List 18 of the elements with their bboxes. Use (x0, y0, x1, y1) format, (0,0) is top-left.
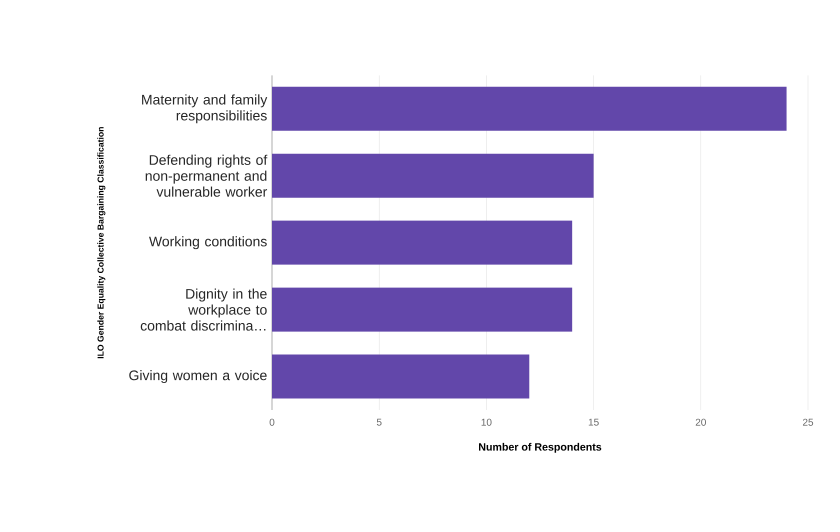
bar (272, 154, 594, 198)
bar (272, 86, 787, 131)
bar (272, 354, 530, 399)
bar (272, 220, 572, 265)
y-tick-label: Giving women a voice (129, 370, 267, 384)
x-tick-label: 5 (376, 418, 382, 426)
y-tick-label: Working conditions (149, 236, 267, 250)
y-tick-label: Dignity in the workplace to combat discrimina… (140, 288, 267, 331)
x-axis-title: Number of Respondents (479, 442, 602, 453)
x-tick-label: 0 (270, 418, 274, 426)
y-axis-title: ILO Gender Equality Collective Bargaining Classification (97, 127, 106, 358)
x-tick-label: 25 (802, 418, 814, 426)
x-tick-label: 20 (696, 418, 706, 426)
y-tick-label: Maternity and family responsibilities (142, 94, 268, 124)
y-tick-label: Defending rights of non-permanent and vulnerable worker (146, 154, 268, 197)
x-tick-label: 10 (482, 418, 492, 426)
x-tick-label: 15 (588, 418, 599, 426)
bar (272, 288, 572, 332)
